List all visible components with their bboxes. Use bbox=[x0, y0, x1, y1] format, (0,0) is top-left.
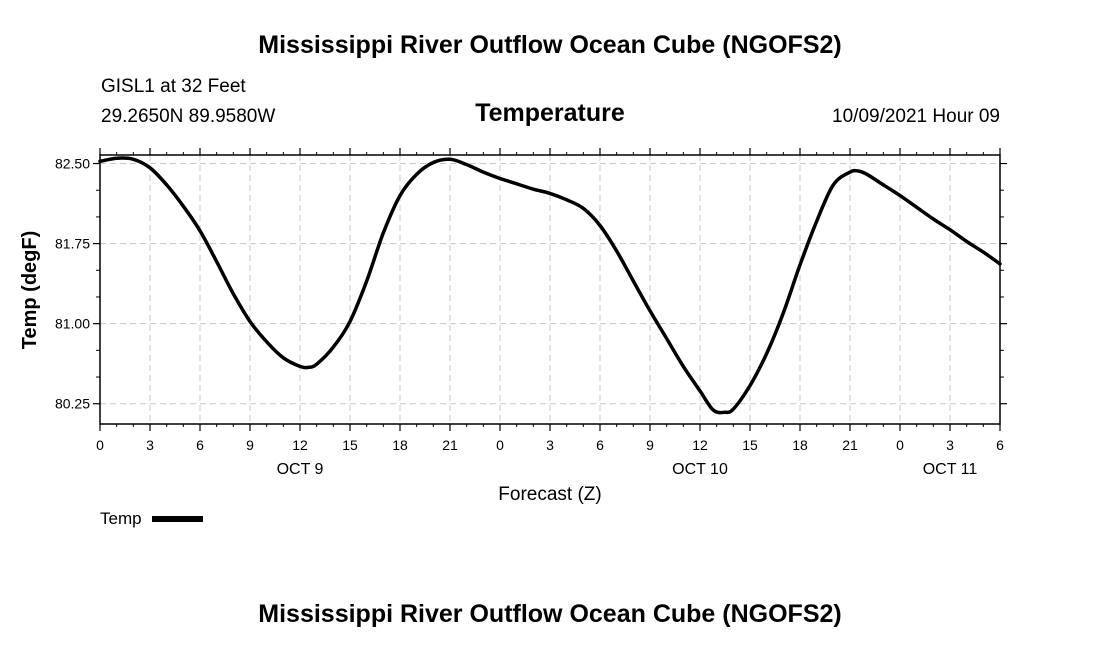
x-tick-label: 6 bbox=[596, 437, 604, 453]
series-layer bbox=[98, 156, 1002, 415]
x-tick-label: 18 bbox=[392, 437, 408, 453]
x-tick-label: 9 bbox=[246, 437, 254, 453]
y-axis-title: Temp (degF) bbox=[19, 231, 41, 350]
legend-label: Temp bbox=[100, 509, 142, 528]
x-tick-label: 3 bbox=[946, 437, 954, 453]
legend: Temp bbox=[100, 509, 203, 529]
grid-lines bbox=[100, 155, 1000, 424]
x-tick-label: 15 bbox=[742, 437, 758, 453]
x-tick-label: 6 bbox=[196, 437, 204, 453]
station-label: GISL1 at 32 Feet bbox=[101, 76, 246, 97]
y-tick-label: 82.50 bbox=[55, 156, 90, 172]
tick-labels: 0 3 6 9 12 15 18 21 0 3 6 9 12 15 18 21 0 3 6 OCT 9 OCT 10 OC… bbox=[55, 156, 1004, 478]
x-tick-label: 21 bbox=[442, 437, 458, 453]
x-tick-label: 0 bbox=[896, 437, 904, 453]
x-tick-label: 21 bbox=[842, 437, 858, 453]
chart-main-title: Mississippi River Outflow Ocean Cube (NG… bbox=[258, 31, 842, 59]
x-tick-label: 0 bbox=[496, 437, 504, 453]
x-tick-label: 3 bbox=[546, 437, 554, 453]
forecast-datetime: 10/09/2021 Hour 09 bbox=[832, 106, 1000, 127]
legend-line-swatch bbox=[151, 516, 203, 522]
parameter-title: Temperature bbox=[475, 99, 625, 127]
x-tick-label: 18 bbox=[792, 437, 808, 453]
ticks bbox=[93, 148, 1007, 431]
day-label: OCT 11 bbox=[923, 461, 978, 478]
x-tick-label: 6 bbox=[996, 437, 1004, 453]
x-tick-label: 12 bbox=[292, 437, 308, 453]
chart-footer-title: Mississippi River Outflow Ocean Cube (NG… bbox=[258, 600, 842, 628]
coordinates-label: 29.2650N 89.9580W bbox=[101, 106, 276, 127]
x-tick-label: 15 bbox=[342, 437, 358, 453]
day-label: OCT 9 bbox=[277, 461, 324, 478]
x-axis-title: Forecast (Z) bbox=[498, 484, 601, 505]
series-line-temp bbox=[98, 156, 1002, 415]
x-tick-label: 9 bbox=[646, 437, 654, 453]
y-tick-label: 80.25 bbox=[55, 396, 90, 412]
y-tick-label: 81.75 bbox=[55, 236, 90, 252]
x-tick-label: 12 bbox=[692, 437, 708, 453]
y-tick-label: 81.00 bbox=[55, 316, 90, 332]
day-label: OCT 10 bbox=[672, 461, 728, 478]
x-tick-label: 0 bbox=[96, 437, 104, 453]
x-tick-label: 3 bbox=[146, 437, 154, 453]
